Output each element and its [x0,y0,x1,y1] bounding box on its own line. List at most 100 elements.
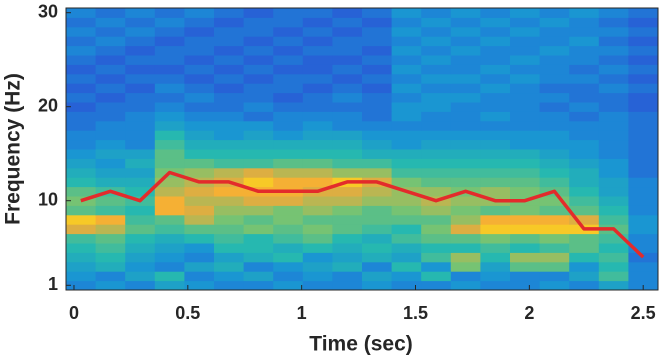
cell [362,102,393,112]
cell [510,214,541,225]
cell [184,280,215,291]
cell [66,36,97,47]
cell [332,36,363,47]
cell [66,280,97,291]
cell [214,45,245,56]
cell [628,45,659,56]
cell [569,26,600,37]
cell [302,243,333,253]
cell [598,186,629,197]
cell [302,83,333,94]
cell [154,177,185,188]
cell [480,26,511,37]
cell [539,73,570,84]
cell [95,261,126,272]
cell [243,102,274,112]
cell [154,196,185,206]
cell [539,64,570,75]
cell [332,196,363,206]
cell [273,261,304,272]
cell [95,196,126,206]
x-tick-label: 0 [69,303,79,323]
cell [214,130,245,141]
cell [480,158,511,169]
cell [154,36,185,47]
cell [214,261,245,272]
x-tick-label: 1 [297,303,307,323]
cell [95,158,126,169]
cell [628,130,659,141]
cell [243,196,274,206]
cell [214,64,245,75]
cell [125,130,156,141]
cell [125,111,156,122]
cell [184,111,215,122]
cell [569,8,600,18]
cell [569,158,600,169]
cell [569,177,600,188]
cell [243,167,274,178]
cell [391,243,422,253]
cell [184,243,215,253]
cell [598,26,629,37]
cell [302,130,333,141]
cell [480,214,511,225]
cell [332,45,363,56]
cell [66,92,97,103]
cell [450,196,481,206]
cell [569,111,600,122]
cell [184,8,215,18]
cell [243,36,274,47]
cell [243,280,274,291]
cell [362,205,393,216]
cell [66,252,97,263]
cell [362,45,393,56]
cell [450,252,481,263]
cell [154,186,185,197]
cell [510,139,541,150]
cell [450,55,481,65]
y-tick-label: 20 [38,95,58,115]
cell [421,26,452,37]
cell [450,167,481,178]
cell [154,233,185,244]
cell [243,177,274,188]
cell [302,261,333,272]
cell [421,55,452,65]
cell [628,186,659,197]
cell [332,205,363,216]
cell [125,36,156,47]
cell [302,205,333,216]
cell [273,92,304,103]
cell [214,83,245,94]
cell [598,64,629,75]
cell [273,243,304,253]
cell [125,8,156,18]
cell [628,177,659,188]
cell [154,111,185,122]
cell [628,158,659,169]
cell [510,26,541,37]
cell [332,158,363,169]
cell [391,8,422,18]
cell [66,120,97,131]
cell [480,130,511,141]
cell [66,111,97,122]
cell [302,45,333,56]
cell [243,149,274,159]
cell [362,252,393,263]
cell [598,8,629,18]
cell [598,205,629,216]
cell [391,73,422,84]
cell [391,177,422,188]
cell [184,196,215,206]
cell [362,186,393,197]
cell [95,224,126,235]
cell [480,111,511,122]
cell [302,280,333,291]
cell [510,167,541,178]
cell [598,45,629,56]
cell [598,139,629,150]
cell [243,252,274,263]
